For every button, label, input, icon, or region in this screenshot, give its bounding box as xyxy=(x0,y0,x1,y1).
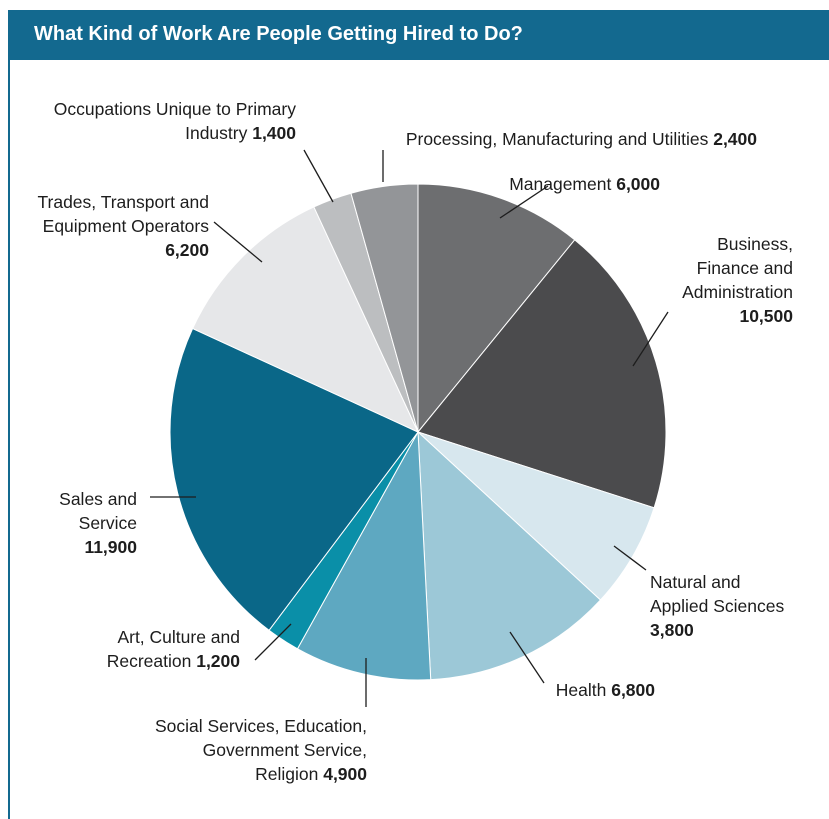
slice-label-line: Religion xyxy=(255,764,318,784)
pie-slices xyxy=(169,183,667,681)
slice-value: 2,400 xyxy=(708,129,757,149)
slice-label-line: Service xyxy=(79,513,137,533)
slice-value: 4,900 xyxy=(318,764,367,784)
slice-label-processing: Processing, Manufacturing and Utilities … xyxy=(406,129,757,149)
slice-label-line: Industry xyxy=(185,123,247,143)
slice-value: 11,900 xyxy=(84,537,137,557)
leader-line-art xyxy=(254,623,292,661)
leader-line-business xyxy=(632,311,669,367)
slice-label-line: Equipment Operators xyxy=(43,216,210,236)
slice-label-line: Administration xyxy=(682,282,793,302)
slice-value: 6,000 xyxy=(611,174,660,194)
slice-label-line: Business, xyxy=(717,234,793,254)
leader-line-primary xyxy=(303,149,334,203)
slice-value: 1,200 xyxy=(191,651,240,671)
slice-label-primary: Occupations Unique to Primary Industry 1,… xyxy=(54,99,296,143)
slice-value: 3,800 xyxy=(650,620,694,640)
slice-value: 6,200 xyxy=(165,240,209,260)
slice-label-line: Finance and xyxy=(697,258,793,278)
slice-value: 1,400 xyxy=(247,123,296,143)
slice-label-art: Art, Culture and Recreation 1,200 xyxy=(107,627,241,671)
slice-label-social: Social Services, Education, Government Se… xyxy=(155,716,367,784)
chart-title: What Kind of Work Are People Getting Hir… xyxy=(34,23,523,45)
leader-line-management xyxy=(499,185,549,219)
slice-label-line: Sales and xyxy=(59,489,137,509)
pie-slice-trades xyxy=(191,206,420,434)
slice-label-management: Management 6,000 xyxy=(509,174,660,194)
slice-label-health: Health 6,800 xyxy=(556,680,656,700)
slice-label-line: Occupations Unique to Primary xyxy=(54,99,296,119)
title-bar: What Kind of Work Are People Getting Hir… xyxy=(8,10,829,60)
slice-label-natural: Natural and Applied Sciences 3,800 xyxy=(650,572,784,640)
leader-line-health xyxy=(509,631,545,684)
slice-label-line: Trades, Transport and xyxy=(37,192,209,212)
slice-label-line: Recreation xyxy=(107,651,192,671)
slice-label-line: Natural and xyxy=(650,572,740,592)
pie-slice-processing xyxy=(350,183,419,433)
slice-label-line: Health xyxy=(556,680,607,700)
pie-slice-management xyxy=(417,183,576,434)
slice-label-line: Art, Culture and xyxy=(117,627,240,647)
slice-label-trades: Trades, Transport and Equipment Operators… xyxy=(37,192,209,260)
slice-label-line: Processing, Manufacturing and Utilities xyxy=(406,129,709,149)
slice-label-line: Management xyxy=(509,174,611,194)
pie-slice-business xyxy=(417,239,667,509)
pie-slice-health xyxy=(417,430,602,681)
pie-slice-social xyxy=(296,430,432,681)
pie-slice-natural xyxy=(417,431,655,601)
slice-value: 6,800 xyxy=(606,680,655,700)
slice-label-line: Government Service, xyxy=(203,740,367,760)
slice-label-line: Applied Sciences xyxy=(650,596,784,616)
slice-label-sales: Sales and Service 11,900 xyxy=(59,489,137,557)
leader-line-natural xyxy=(613,545,647,571)
leader-line-trades xyxy=(213,221,263,263)
leader-lines xyxy=(150,149,669,707)
panel-left-border xyxy=(8,60,10,819)
slice-value: 10,500 xyxy=(739,306,793,326)
slice-label-business: Business, Finance and Administration 10,500 xyxy=(682,234,793,326)
slice-label-line: Social Services, Education, xyxy=(155,716,367,736)
slice-labels: Management 6,000 Business, Finance and Admi… xyxy=(37,99,793,784)
